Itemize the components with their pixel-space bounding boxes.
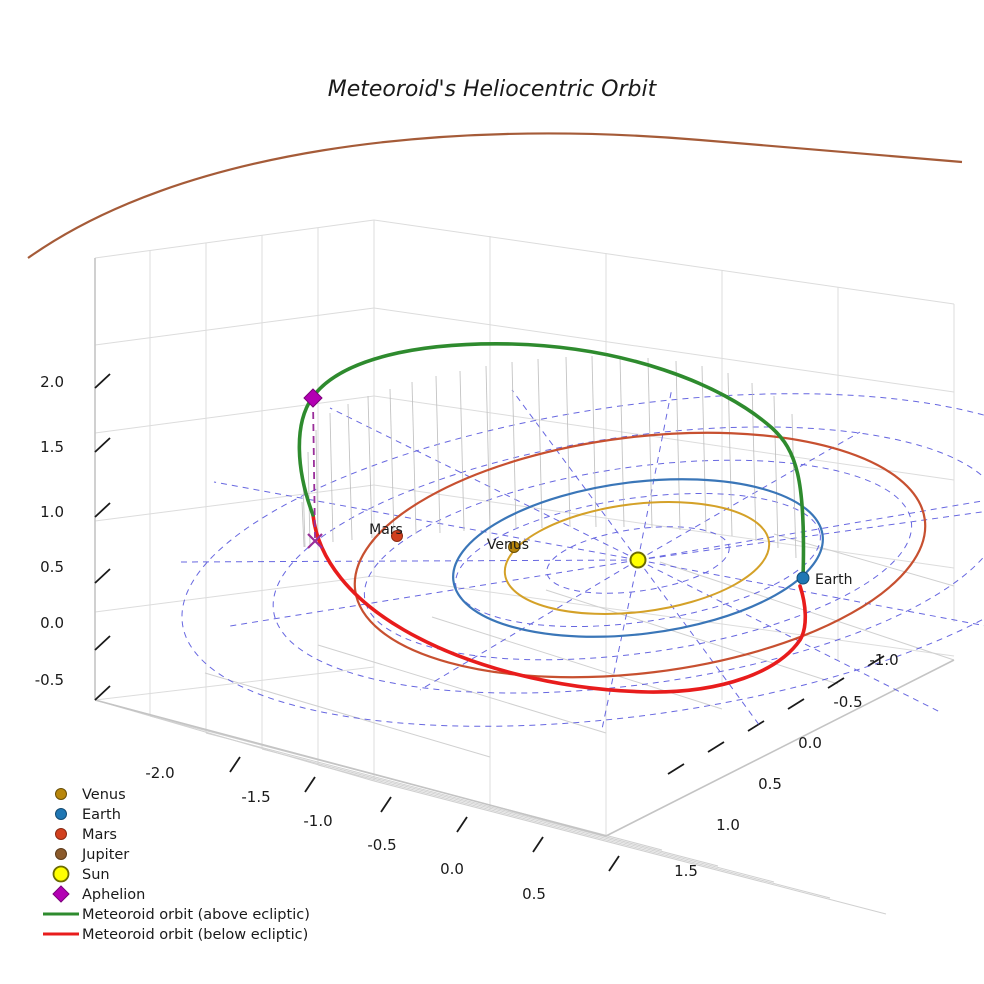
legend-label-mars: Mars xyxy=(82,827,117,843)
mars-orbit-path xyxy=(353,431,927,679)
ecliptic-polar-grid xyxy=(177,387,984,730)
legend-label-venus: Venus xyxy=(82,787,126,803)
x-tick-3: -0.5 xyxy=(367,836,396,854)
y-axis-spine xyxy=(605,659,955,837)
meteoroid-orbit-below-ecliptic xyxy=(311,513,808,694)
legend-marker-jupiter xyxy=(55,848,67,860)
y-tick-1: -0.5 xyxy=(833,693,862,711)
x-tick-4: 0.0 xyxy=(440,860,464,878)
z-tick-3: 0.5 xyxy=(40,558,64,576)
z-tick-5: -0.5 xyxy=(35,671,64,689)
z-tick-2: 1.0 xyxy=(40,503,64,521)
tick-marks xyxy=(94,373,885,872)
jupiter-orbit-path xyxy=(27,132,963,259)
legend-marker-mars xyxy=(55,828,67,840)
pane-grid-floor xyxy=(94,533,955,915)
legend: Venus Earth Mars Jupiter Sun Aphelion Me… xyxy=(43,787,310,943)
earth-orbit-path xyxy=(452,478,824,638)
aphelion-projection-marker xyxy=(307,533,323,549)
y-tick-4: 1.0 xyxy=(716,816,740,834)
earth-marker xyxy=(796,571,810,585)
z-tick-0: 2.0 xyxy=(40,373,64,391)
x-axis-tick-labels: -2.0 -1.5 -1.0 -0.5 0.0 0.5 xyxy=(145,764,546,903)
earth-label: Earth xyxy=(815,572,853,588)
x-tick-5: 0.5 xyxy=(522,885,546,903)
legend-marker-earth xyxy=(55,808,67,820)
venus-orbit-path xyxy=(503,501,771,615)
legend-label-meteoroid-above: Meteoroid orbit (above ecliptic) xyxy=(82,907,310,923)
legend-label-aphelion: Aphelion xyxy=(82,887,145,903)
page-title: Meteoroid's Heliocentric Orbit xyxy=(328,77,658,102)
mars-marker xyxy=(391,530,403,542)
legend-marker-sun xyxy=(52,865,70,883)
x-axis-spine xyxy=(94,699,607,837)
meteoroid-orbit-above-ecliptic xyxy=(297,342,806,580)
mars-label: Mars xyxy=(369,522,403,538)
legend-label-earth: Earth xyxy=(82,807,121,823)
legend-label-jupiter: Jupiter xyxy=(81,847,129,863)
orbit-drop-lines xyxy=(301,355,797,559)
legend-label-sun: Sun xyxy=(82,867,110,883)
venus-label: Venus xyxy=(487,537,529,553)
y-axis-tick-labels: -1.0 -0.5 0.0 0.5 1.0 1.5 xyxy=(674,651,899,880)
legend-label-meteoroid-below: Meteoroid orbit (below ecliptic) xyxy=(82,927,308,943)
legend-marker-aphelion xyxy=(52,885,70,903)
legend-marker-venus xyxy=(55,788,67,800)
y-tick-5: 1.5 xyxy=(674,862,698,880)
aphelion-marker xyxy=(303,388,323,408)
x-tick-2: -1.0 xyxy=(303,812,332,830)
y-tick-0: -1.0 xyxy=(869,651,898,669)
y-tick-3: 0.5 xyxy=(758,775,782,793)
sun-marker xyxy=(629,551,647,569)
z-tick-4: 0.0 xyxy=(40,614,64,632)
y-tick-2: 0.0 xyxy=(798,734,822,752)
venus-marker xyxy=(508,541,520,553)
z-axis-tick-labels: 2.0 1.5 1.0 0.5 0.0 -0.5 xyxy=(35,373,64,689)
x-tick-1: -1.5 xyxy=(241,788,270,806)
z-tick-1: 1.5 xyxy=(40,438,64,456)
x-tick-0: -2.0 xyxy=(145,764,174,782)
